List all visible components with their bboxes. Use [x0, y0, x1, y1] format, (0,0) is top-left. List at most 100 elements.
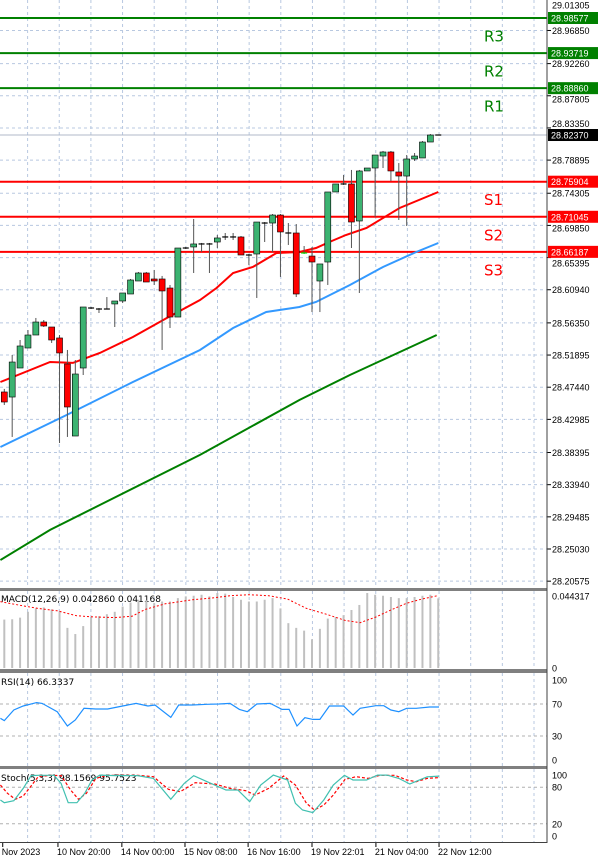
candle	[292, 224, 300, 298]
level-price-box	[548, 210, 598, 223]
candle	[8, 355, 16, 437]
y-tick-label: 28.96850	[552, 26, 590, 36]
candle-body	[269, 214, 276, 224]
candle	[32, 317, 40, 336]
y-tick-label: 28.33940	[552, 480, 590, 490]
candle-body	[237, 236, 245, 256]
rsi-tick-label: 70	[552, 700, 562, 710]
candle-body	[16, 345, 24, 369]
y-tick-label: 29.01305	[552, 1, 590, 11]
candle-body	[8, 361, 16, 398]
candle	[64, 349, 71, 437]
level-tag-s2: S2	[484, 226, 503, 244]
candle-body	[111, 300, 119, 305]
x-tick-label: 10 Nov 20:00	[57, 847, 111, 857]
x-tick-label: 14 Nov 00:00	[121, 847, 175, 857]
y-tick-label: 28.42985	[552, 415, 590, 425]
level-price-box	[548, 12, 598, 24]
rsi-pane[interactable]: RSI(14) 66.3337	[0, 678, 547, 737]
candle	[88, 306, 95, 310]
stochastic-tick-label: 20	[552, 819, 562, 829]
candle	[222, 232, 229, 240]
candle-body	[72, 373, 79, 437]
candle-body	[0, 391, 8, 403]
y-tick-label: 28.78895	[552, 156, 590, 166]
candle-body	[135, 272, 142, 282]
candle	[340, 175, 347, 185]
y-tick-label: 28.69850	[552, 223, 590, 233]
level-price-box	[548, 47, 598, 60]
macd-pane[interactable]: MACD(12,26,9) 0.042860 0.041168	[0, 592, 440, 668]
y-tick-label: 28.47440	[552, 383, 590, 393]
y-tick-label: 28.92260	[552, 59, 590, 69]
y-tick-label: 28.29485	[552, 512, 590, 522]
candle-body	[48, 326, 55, 341]
stochastic-pane[interactable]: Stoch(5,3,3) 98.1569 95.7523	[0, 774, 547, 825]
candle	[72, 359, 79, 437]
candle	[237, 236, 245, 256]
level-tag-s3: S3	[484, 261, 503, 279]
current-price-box	[548, 129, 598, 142]
stochastic-tick-label: 100	[552, 771, 567, 781]
rsi-line	[0, 701, 439, 728]
level-price-label: 28.66187	[551, 247, 589, 257]
candle	[158, 275, 166, 350]
y-tick-label: 28.87805	[552, 95, 590, 105]
candle-body	[403, 158, 410, 177]
candle	[308, 246, 316, 313]
rsi-tick-label: 0	[552, 756, 557, 766]
y-tick-label: 28.65395	[552, 258, 590, 268]
y-tick-label: 28.56350	[552, 318, 590, 328]
candle	[40, 319, 48, 327]
candle	[324, 191, 332, 285]
price-pane[interactable]: R3 R2 R1 S1 S2 S3	[0, 17, 547, 561]
candle	[79, 306, 87, 376]
moving-average-line-1	[0, 191, 439, 383]
candle	[348, 169, 355, 249]
candle-body	[419, 141, 426, 159]
candle-body	[24, 334, 32, 349]
candle-body	[371, 154, 379, 169]
candle	[214, 235, 221, 249]
candle	[411, 152, 418, 162]
rsi-tick-label: 100	[552, 676, 567, 686]
candle	[16, 339, 24, 369]
candle	[127, 278, 134, 295]
candle-body	[32, 321, 40, 336]
stochastic-tick-label: 80	[552, 783, 562, 793]
candle-body	[190, 243, 197, 248]
candle-body	[79, 306, 87, 369]
candle-body	[56, 337, 63, 354]
candle	[119, 292, 126, 304]
candle	[301, 245, 308, 255]
candle	[198, 242, 205, 252]
x-tick-label: Nov 2023	[2, 847, 41, 857]
macd-signal-line	[0, 594, 438, 624]
candle	[332, 183, 339, 193]
stochastic-main-line	[0, 774, 440, 814]
candle	[395, 163, 403, 220]
candle	[379, 150, 387, 169]
stochastic-label: Stoch(5,3,3) 98.1569 95.7523	[1, 774, 136, 784]
y-tick-label: 28.38395	[552, 448, 590, 458]
x-tick-label: 15 Nov 08:00	[184, 847, 238, 857]
current-price-label: 28.82370	[551, 131, 589, 141]
candle-body	[387, 151, 395, 172]
y-tick-label: 28.74305	[552, 189, 590, 199]
candle	[230, 232, 237, 240]
candle	[363, 167, 371, 172]
level-price-label: 28.98577	[551, 14, 589, 24]
pane-separator	[0, 766, 547, 769]
y-tick-label: 28.20575	[552, 577, 590, 587]
candle-body	[427, 134, 434, 143]
level-tag-s1: S1	[484, 191, 503, 209]
candle-body	[40, 321, 48, 327]
candle-body	[308, 255, 316, 263]
level-price-box	[548, 175, 598, 188]
candle	[387, 150, 395, 182]
y-tick-label: 28.60940	[552, 285, 590, 295]
candle	[261, 222, 268, 243]
level-price-label: 28.93719	[551, 49, 589, 59]
candle	[135, 271, 142, 282]
